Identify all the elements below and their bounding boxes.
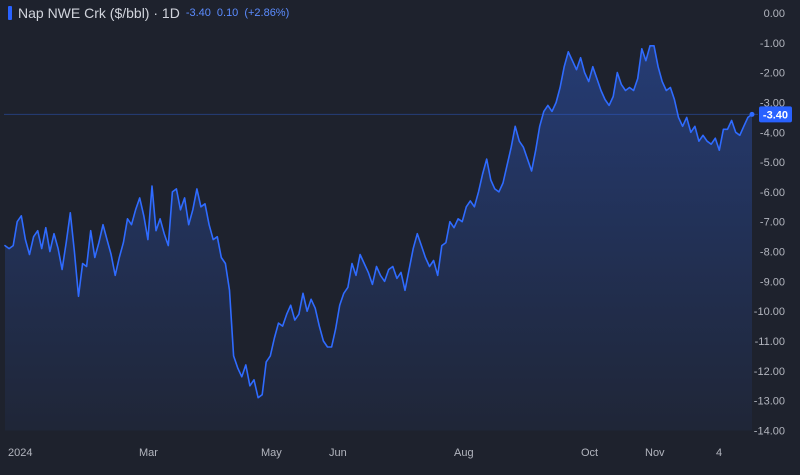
x-tick-label: 2024	[8, 447, 32, 459]
x-axis: 2024 Mar May Jun Aug Oct Nov 4	[8, 447, 722, 459]
change-percent: (+2.86%)	[244, 7, 290, 19]
x-tick-label: Mar	[139, 447, 158, 459]
x-tick-label: Aug	[454, 447, 474, 459]
series-area-fill	[5, 45, 752, 431]
y-tick-label: -8.00	[760, 247, 785, 259]
y-tick-label: -7.00	[760, 217, 785, 229]
y-tick-label: -5.00	[760, 157, 785, 169]
y-tick-label: -2.00	[760, 68, 785, 80]
y-tick-label: -11.00	[755, 336, 785, 348]
plot-area[interactable]	[4, 45, 758, 431]
x-tick-label: Jun	[329, 447, 347, 459]
y-tick-label: -13.00	[754, 396, 785, 408]
series-line[interactable]	[4, 45, 753, 399]
last-price-tag-text: -3.40	[763, 109, 788, 121]
x-tick-label: Oct	[581, 447, 598, 459]
last-value: -3.40	[185, 7, 211, 19]
y-tick-label: 0.00	[764, 8, 785, 20]
x-tick-label: 4	[716, 447, 722, 459]
y-axis: 0.00-1.00-2.00-3.00-4.00-5.00-6.00-7.00-…	[754, 8, 785, 437]
change-value: 0.10	[216, 7, 239, 19]
y-tick-label: -4.00	[760, 127, 785, 139]
chart-legend: Nap NWE Crk ($/bbl) · 1D -3.40 0.10 (+2.…	[8, 4, 289, 22]
series-color-marker	[8, 6, 12, 20]
y-tick-label: -9.00	[760, 276, 785, 288]
last-price-tag: -3.40	[759, 106, 792, 123]
last-point-marker	[749, 111, 755, 117]
y-tick-label: -6.00	[760, 187, 785, 199]
symbol-title[interactable]: Nap NWE Crk ($/bbl) · 1D	[18, 5, 180, 21]
last-price-tag-bg	[759, 106, 792, 123]
x-tick-label: May	[261, 447, 282, 459]
y-tick-label: -1.00	[760, 38, 785, 50]
y-tick-label: -14.00	[754, 425, 785, 437]
y-tick-label: -12.00	[754, 366, 785, 378]
y-tick-label: -10.00	[754, 306, 785, 318]
x-tick-label: Nov	[645, 447, 665, 459]
